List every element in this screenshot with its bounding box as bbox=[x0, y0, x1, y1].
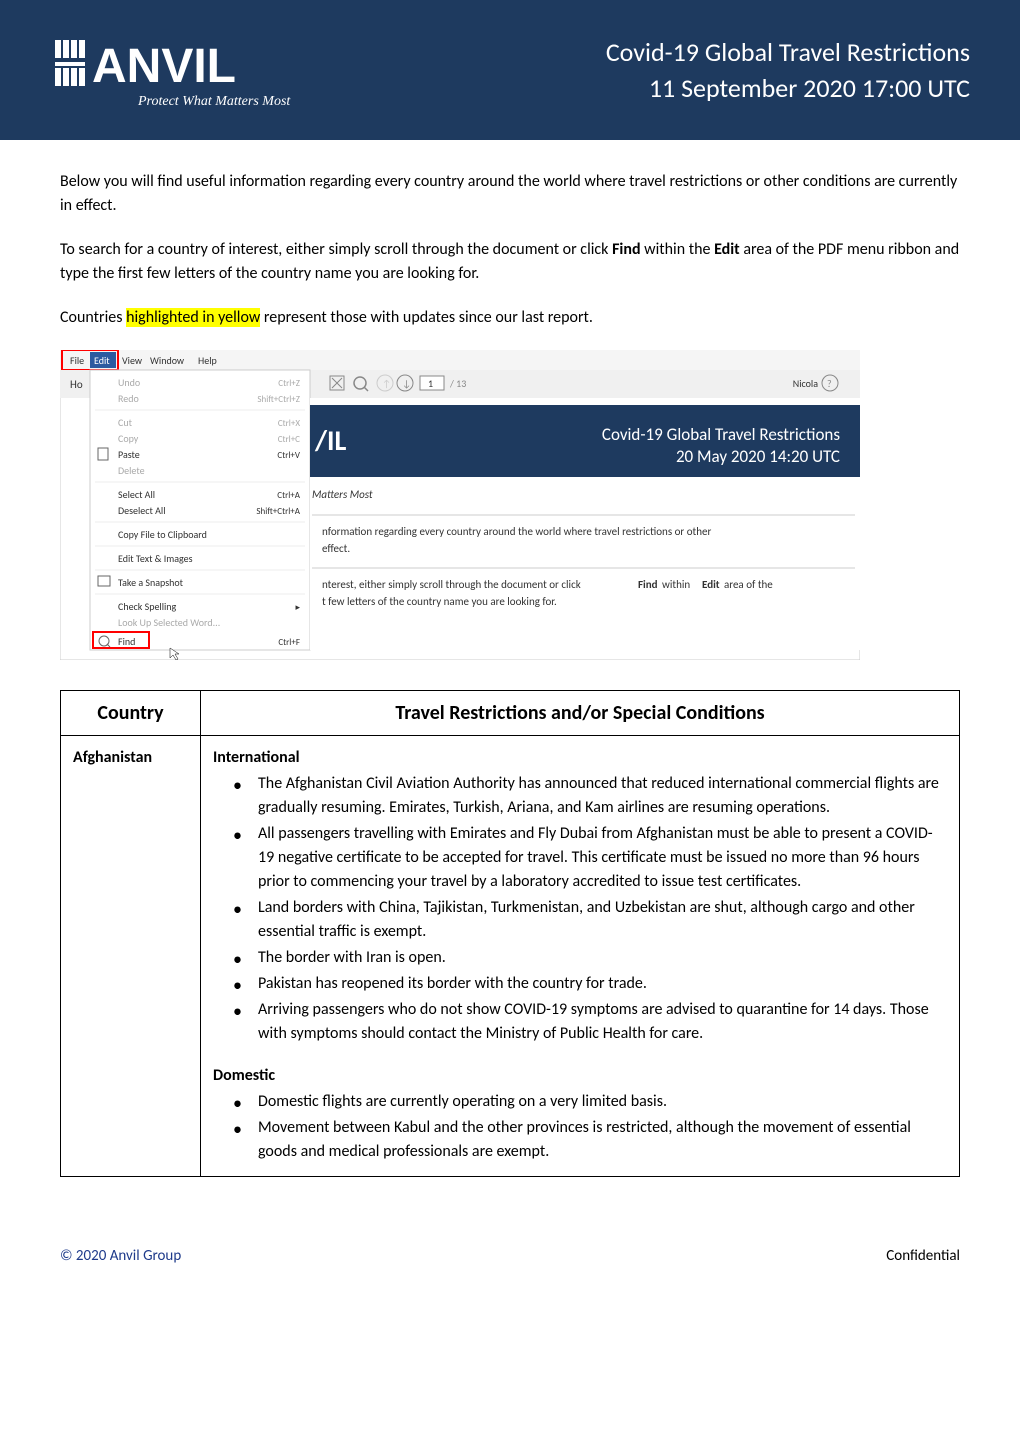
menu-view: View bbox=[122, 354, 143, 367]
menu-redo: Redo bbox=[118, 392, 139, 405]
menu-copy-clipboard: Copy File to Clipboard bbox=[118, 528, 207, 541]
menu-spelling: Check Spelling bbox=[118, 600, 177, 613]
preview-text4: t few letters of the country name you ar… bbox=[322, 595, 557, 608]
section-title: International bbox=[213, 746, 947, 770]
toolbar-home: Ho bbox=[70, 378, 83, 391]
bullet-list: Domestic flights are currently operating… bbox=[213, 1090, 947, 1164]
list-item: Pakistan has reopened its border with th… bbox=[243, 972, 947, 996]
list-item: The Afghanistan Civil Aviation Authority… bbox=[243, 772, 947, 820]
list-item: All passengers travelling with Emirates … bbox=[243, 822, 947, 894]
menu-file: File bbox=[70, 354, 84, 367]
menu-edit-text: Edit Text & Images bbox=[118, 552, 193, 565]
table-row: AfghanistanInternationalThe Afghanistan … bbox=[61, 736, 960, 1177]
screenshot-svg: File Edit View Window Help Ho ↑ bbox=[60, 350, 860, 660]
menu-undo: Undo bbox=[118, 376, 140, 389]
menu-delete: Delete bbox=[118, 464, 145, 477]
svg-text:Shift+Ctrl+Z: Shift+Ctrl+Z bbox=[257, 394, 300, 405]
footer-confidential: Confidential bbox=[886, 1247, 960, 1265]
preview-text1: nformation regarding every country aroun… bbox=[322, 525, 711, 538]
svg-text:Ctrl+V: Ctrl+V bbox=[277, 450, 300, 461]
svg-text:ANVIL: ANVIL bbox=[92, 40, 236, 93]
menu-find: Find bbox=[118, 635, 135, 648]
header-banner: ANVIL Protect What Matters Most Covid-19… bbox=[0, 0, 1020, 140]
menu-deselect-all: Deselect All bbox=[118, 504, 166, 517]
footer-copyright: © 2020 Anvil Group bbox=[60, 1247, 181, 1265]
intro-para1: Below you will find useful information r… bbox=[60, 170, 960, 218]
intro-para3: Countries highlighted in yellow represen… bbox=[60, 306, 960, 330]
header-title-line2: 11 September 2020 17:00 UTC bbox=[606, 70, 970, 106]
svg-text:Shift+Ctrl+A: Shift+Ctrl+A bbox=[256, 506, 300, 517]
preview-title1: Covid-19 Global Travel Restrictions bbox=[602, 424, 840, 445]
menu-window: Window bbox=[150, 354, 185, 367]
menu-cut: Cut bbox=[118, 416, 133, 429]
logo-area: ANVIL Protect What Matters Most bbox=[50, 20, 310, 120]
pdf-reader-screenshot: File Edit View Window Help Ho ↑ bbox=[60, 350, 960, 665]
svg-text:Ctrl+X: Ctrl+X bbox=[278, 418, 300, 429]
list-item: Movement between Kabul and the other pro… bbox=[243, 1116, 947, 1164]
list-item: The border with Iran is open. bbox=[243, 946, 947, 970]
restrictions-cell: InternationalThe Afghanistan Civil Aviat… bbox=[201, 736, 960, 1177]
country-cell: Afghanistan bbox=[61, 736, 201, 1177]
svg-text:↑: ↑ bbox=[382, 377, 391, 390]
menu-select-all: Select All bbox=[118, 488, 155, 501]
logo-tagline: Protect What Matters Most bbox=[137, 94, 291, 109]
svg-text:Matters Most: Matters Most bbox=[312, 488, 373, 501]
svg-text:Ctrl+Z: Ctrl+Z bbox=[278, 378, 300, 389]
user-name: Nicola bbox=[793, 377, 818, 390]
section-title: Domestic bbox=[213, 1064, 947, 1088]
list-item: Domestic flights are currently operating… bbox=[243, 1090, 947, 1114]
preview-text2: effect. bbox=[322, 542, 350, 555]
list-item: Arriving passengers who do not show COVI… bbox=[243, 998, 947, 1046]
anvil-logo: ANVIL Protect What Matters Most bbox=[50, 20, 310, 120]
header-title: Covid-19 Global Travel Restrictions 11 S… bbox=[606, 34, 970, 107]
menu-edit: Edit bbox=[94, 354, 110, 367]
svg-text:Ctrl+C: Ctrl+C bbox=[278, 434, 300, 445]
menu-copy: Copy bbox=[118, 432, 139, 445]
header-title-line1: Covid-19 Global Travel Restrictions bbox=[606, 34, 970, 70]
list-item: Land borders with China, Tajikistan, Tur… bbox=[243, 896, 947, 944]
menu-snapshot: Take a Snapshot bbox=[118, 576, 184, 589]
svg-text:▸: ▸ bbox=[295, 602, 300, 613]
page-current: 1 bbox=[428, 377, 433, 390]
highlighted-text: highlighted in yellow bbox=[126, 308, 260, 327]
page-total: / 13 bbox=[449, 377, 466, 390]
svg-text:/IL: /IL bbox=[314, 423, 346, 458]
restrictions-table: Country Travel Restrictions and/or Speci… bbox=[60, 690, 960, 1177]
preview-title2: 20 May 2020 14:20 UTC bbox=[676, 446, 840, 467]
bullet-list: The Afghanistan Civil Aviation Authority… bbox=[213, 772, 947, 1046]
svg-text:Find: Find bbox=[638, 578, 658, 591]
svg-text:Ctrl+A: Ctrl+A bbox=[277, 490, 300, 501]
menu-lookup: Look Up Selected Word... bbox=[118, 616, 220, 629]
svg-text:Ctrl+F: Ctrl+F bbox=[278, 637, 300, 648]
svg-text:nterest, either simply scroll: nterest, either simply scroll through th… bbox=[322, 578, 581, 591]
svg-text:↓: ↓ bbox=[402, 377, 411, 390]
menu-paste: Paste bbox=[118, 448, 140, 461]
svg-text:Edit: Edit bbox=[702, 578, 720, 591]
menu-help: Help bbox=[198, 354, 217, 367]
svg-text:within: within bbox=[662, 578, 690, 591]
svg-text:area of the: area of the bbox=[724, 578, 773, 591]
svg-text:?: ? bbox=[827, 377, 832, 390]
table-header-country: Country bbox=[61, 691, 201, 736]
main-content: Below you will find useful information r… bbox=[0, 140, 1020, 1237]
table-header-restrictions: Travel Restrictions and/or Special Condi… bbox=[201, 691, 960, 736]
footer: © 2020 Anvil Group Confidential bbox=[0, 1237, 1020, 1295]
intro-para2: To search for a country of interest, eit… bbox=[60, 238, 960, 286]
